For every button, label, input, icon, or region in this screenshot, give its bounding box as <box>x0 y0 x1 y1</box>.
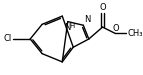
Text: N: N <box>65 22 71 32</box>
Text: O: O <box>99 3 106 12</box>
Text: O: O <box>112 24 119 33</box>
Text: CH₃: CH₃ <box>127 29 143 38</box>
Text: N: N <box>84 15 91 24</box>
Text: H: H <box>69 22 75 28</box>
Text: Cl: Cl <box>4 34 12 43</box>
